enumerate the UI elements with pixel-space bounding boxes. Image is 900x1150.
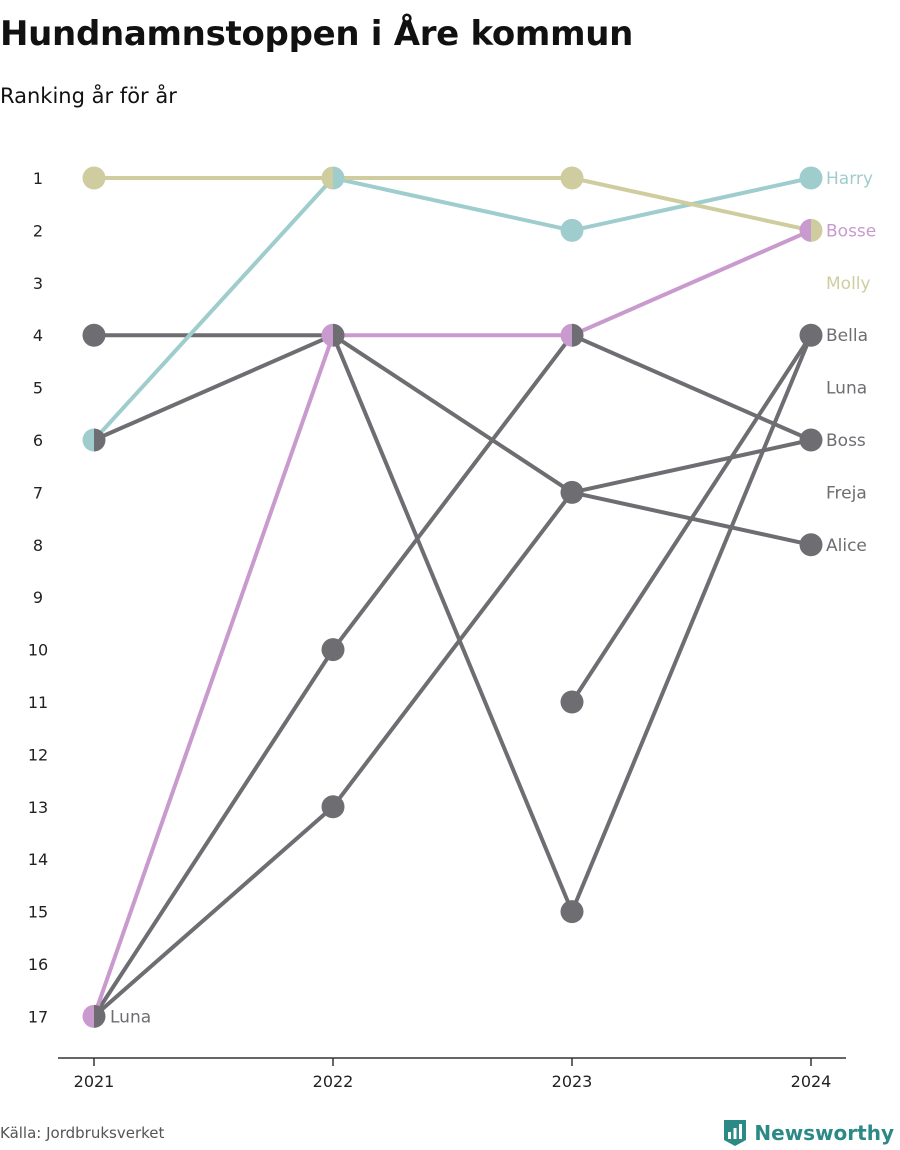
end-labels: Harry Bosse Molly Bella Luna Boss Freja Alice Lu… [110,169,876,1027]
data-point [799,323,823,347]
series-points [82,166,823,1028]
series-line-segment [570,176,813,233]
series-line-segment [331,490,574,809]
chart-title: Hundnamnstoppen i Åre kommun [0,14,634,54]
y-tick-label: 9 [33,588,43,607]
data-point-half [560,323,572,347]
series-line-segment [331,333,574,652]
series-line-segment [331,333,574,495]
series-line-segment [570,228,813,338]
end-label: Alice [826,536,867,556]
end-label: Bella [826,326,868,346]
data-point [82,166,106,190]
y-tick-label: 16 [28,955,48,974]
y-tick-label: 8 [33,536,43,555]
y-tick-label: 14 [28,850,48,869]
series-line-segment [92,176,335,442]
series-line-segment [92,333,335,1019]
data-point-half [94,428,106,452]
y-tick-label: 12 [28,745,48,764]
data-point [560,900,584,924]
end-label: Luna [826,379,867,399]
series-line-segment [331,333,574,914]
x-axis-ticks: 2021 2022 2023 2024 [74,1058,832,1091]
y-tick-label: 3 [33,274,43,293]
end-label: Boss [826,431,866,451]
end-label: Harry [826,169,873,189]
data-point [321,795,345,819]
data-point-half [321,166,333,190]
x-tick-label: 2024 [791,1072,832,1091]
data-point [799,533,823,557]
brand-logo: Newsworthy [722,1118,894,1148]
y-tick-label: 2 [33,221,43,240]
data-point [560,166,584,190]
data-point [321,638,345,662]
brand-name: Newsworthy [754,1121,894,1145]
x-tick-label: 2021 [74,1072,115,1091]
x-tick-label: 2023 [552,1072,593,1091]
y-tick-label: 10 [28,641,48,660]
data-point [82,323,106,347]
end-label: Freja [826,483,867,503]
series-line-segment [570,333,813,704]
data-point [799,428,823,452]
y-tick-label: 4 [33,326,43,345]
end-label: Molly [826,274,871,294]
y-tick-label: 11 [28,693,48,712]
source-note: Källa: Jordbruksverket [0,1124,165,1142]
series-lines [92,176,813,1019]
series-line-segment [570,333,813,914]
data-point-half [333,166,345,190]
y-tick-label: 17 [28,1007,48,1026]
newsworthy-icon [724,1120,747,1146]
y-tick-label: 15 [28,903,48,922]
series-line-segment [570,438,813,495]
series-line-segment [92,333,335,442]
data-point [560,480,584,504]
y-tick-label: 5 [33,379,43,398]
end-label: Bosse [826,221,876,241]
series-line-segment [570,333,813,442]
data-point-half [811,218,823,242]
series-line-segment [92,647,335,1019]
start-label: Luna [110,1007,151,1027]
data-point-half [94,1004,106,1028]
data-point [560,218,584,242]
series-line-segment [92,804,335,1019]
y-tick-label: 13 [28,798,48,817]
y-tick-label: 7 [33,483,43,502]
series-line-segment [331,176,574,233]
data-point [560,690,584,714]
data-point-half [799,218,811,242]
data-point-half [572,323,584,347]
x-tick-label: 2022 [313,1072,354,1091]
data-point-half [82,1004,94,1028]
data-point [799,166,823,190]
data-point-half [333,323,345,347]
chart-subtitle: Ranking år för år [0,84,177,108]
data-point-half [321,323,333,347]
data-point-half [82,428,94,452]
y-tick-label: 6 [33,431,43,450]
y-tick-label: 1 [33,169,43,188]
